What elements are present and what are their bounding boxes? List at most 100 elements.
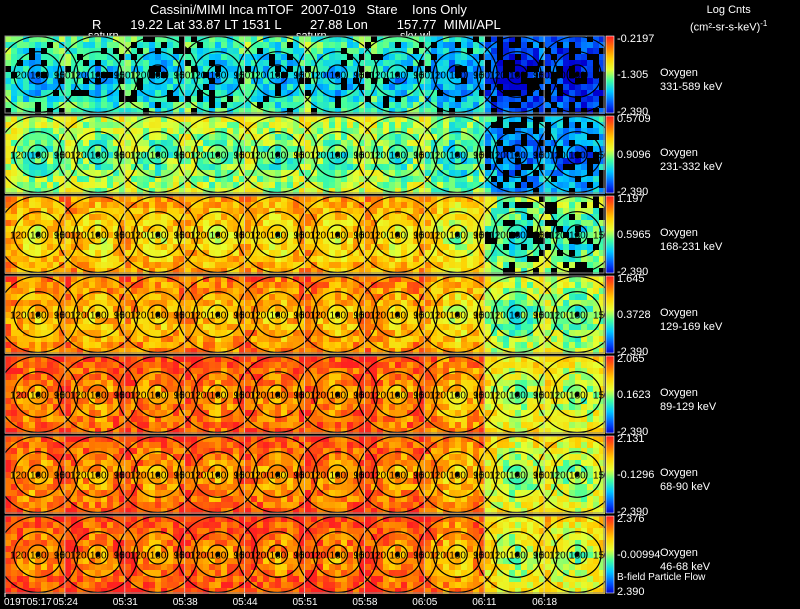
colorbar-max: -0.2197: [617, 33, 655, 45]
contour-label: 180: [30, 551, 47, 562]
contour-ring: [552, 211, 602, 258]
contour-label: 180: [509, 391, 526, 402]
contour-ring: [446, 224, 468, 245]
contour-label: 150: [294, 151, 311, 162]
contour-label: 150: [353, 71, 370, 82]
contour-label: 180: [210, 71, 227, 82]
contour-label: 150: [413, 311, 430, 322]
contour-label: 120: [429, 231, 446, 242]
contour-label: 150: [54, 151, 71, 162]
contour-label: 120: [10, 471, 27, 482]
contour-label: 150: [353, 391, 370, 402]
contour-label: 150: [593, 231, 610, 242]
contour-label: 180: [569, 151, 586, 162]
contour-ring: [566, 144, 588, 165]
contour-label: 150: [533, 471, 550, 482]
contour-ring: [27, 384, 49, 405]
contour-ring: [446, 464, 468, 485]
contour-label: 90: [473, 231, 485, 242]
contour-ring: [372, 51, 422, 98]
contour-label: 150: [294, 231, 311, 242]
contour-label: 120: [130, 551, 147, 562]
contour-ring: [147, 64, 169, 85]
contour-ring: [386, 384, 408, 405]
contour-ring: [492, 131, 542, 178]
flow-dot: [454, 72, 460, 77]
flow-dot: [514, 232, 520, 237]
flow-dot: [215, 72, 221, 77]
panel-frame: [4, 35, 605, 114]
flow-dot: [334, 552, 340, 557]
contour-ring: [133, 291, 183, 338]
species-label: Oxygen: [660, 307, 698, 319]
contour-label: 120: [369, 231, 386, 242]
contour-ring: [446, 384, 468, 405]
contour-label: 90: [54, 551, 66, 562]
panel-label: Oxygen 129-169 keV: [660, 306, 722, 334]
contour-label: 150: [114, 471, 131, 482]
contour-label: 180: [449, 551, 466, 562]
contour-label: 150: [473, 151, 490, 162]
flow-dot: [275, 72, 281, 77]
contour-label: 150: [413, 231, 430, 242]
contour-ring: [312, 211, 363, 258]
contour-label: 150: [593, 551, 610, 562]
contour-ring: [87, 464, 109, 485]
contour-ring: [326, 464, 349, 485]
x-tick-label: 05:31: [112, 597, 138, 608]
flow-label: B-field Particle Flow: [617, 572, 706, 583]
contour-ring: [326, 144, 349, 165]
contour-label: 180: [270, 231, 287, 242]
contour-label: 120: [369, 551, 386, 562]
contour-label: 120: [70, 311, 87, 322]
contour-label: 150: [533, 231, 550, 242]
contour-ring: [552, 131, 602, 178]
contour-label: 180: [509, 71, 526, 82]
contour-label: 90: [0, 151, 6, 162]
contour-label: 180: [150, 551, 167, 562]
contour-label: 90: [54, 471, 66, 482]
contour-ring: [147, 144, 169, 165]
contour-label: 150: [174, 71, 191, 82]
flow-dot: [155, 392, 161, 397]
contour-label: 150: [114, 151, 131, 162]
contour-ring: [73, 371, 123, 418]
contour-ring: [566, 464, 588, 485]
contour-label: 180: [270, 391, 287, 402]
colorbar-min: -2.390: [617, 106, 649, 118]
contour-ring: [27, 544, 49, 565]
contour-label: 150: [174, 151, 191, 162]
contour-ring: [552, 51, 602, 98]
contour-label: 150: [294, 311, 311, 322]
panel-label: Oxygen 168-231 keV: [660, 226, 722, 254]
colorbar-min: -2.390: [617, 186, 649, 198]
contour-label: 150: [533, 551, 550, 562]
contour-label: 180: [30, 71, 47, 82]
contour-label: 90: [54, 311, 66, 322]
contour-label: 90: [413, 71, 425, 82]
contour-label: 90: [533, 71, 545, 82]
flow-dot: [275, 232, 281, 237]
contour-ring: [252, 131, 303, 178]
flow-dot: [95, 152, 101, 157]
contour-label: 150: [234, 151, 251, 162]
contour-label: 90: [533, 151, 545, 162]
contour-label: 150: [593, 71, 610, 82]
contour-label: 120: [489, 71, 506, 82]
species-label: Oxygen: [660, 387, 698, 399]
x-tick-label: 05:24: [52, 597, 78, 608]
contour-label: 150: [533, 151, 550, 162]
plot-title: Cassini/MIMI Inca mTOF 2007-019 Stare Io…: [150, 2, 467, 17]
contour-label: 120: [309, 471, 326, 482]
contour-label: 150: [174, 391, 191, 402]
contour-label: 120: [429, 471, 446, 482]
colorbar-max: 1.197: [617, 193, 645, 205]
contour-label: 150: [234, 71, 251, 82]
contour-ring: [432, 531, 482, 578]
colorbar-min: -2.390: [617, 426, 649, 438]
contour-label: 90: [114, 391, 126, 402]
contour-label: 150: [54, 551, 71, 562]
contour-label: 120: [549, 151, 566, 162]
contour-label: 180: [30, 471, 47, 482]
contour-label: 180: [210, 231, 227, 242]
